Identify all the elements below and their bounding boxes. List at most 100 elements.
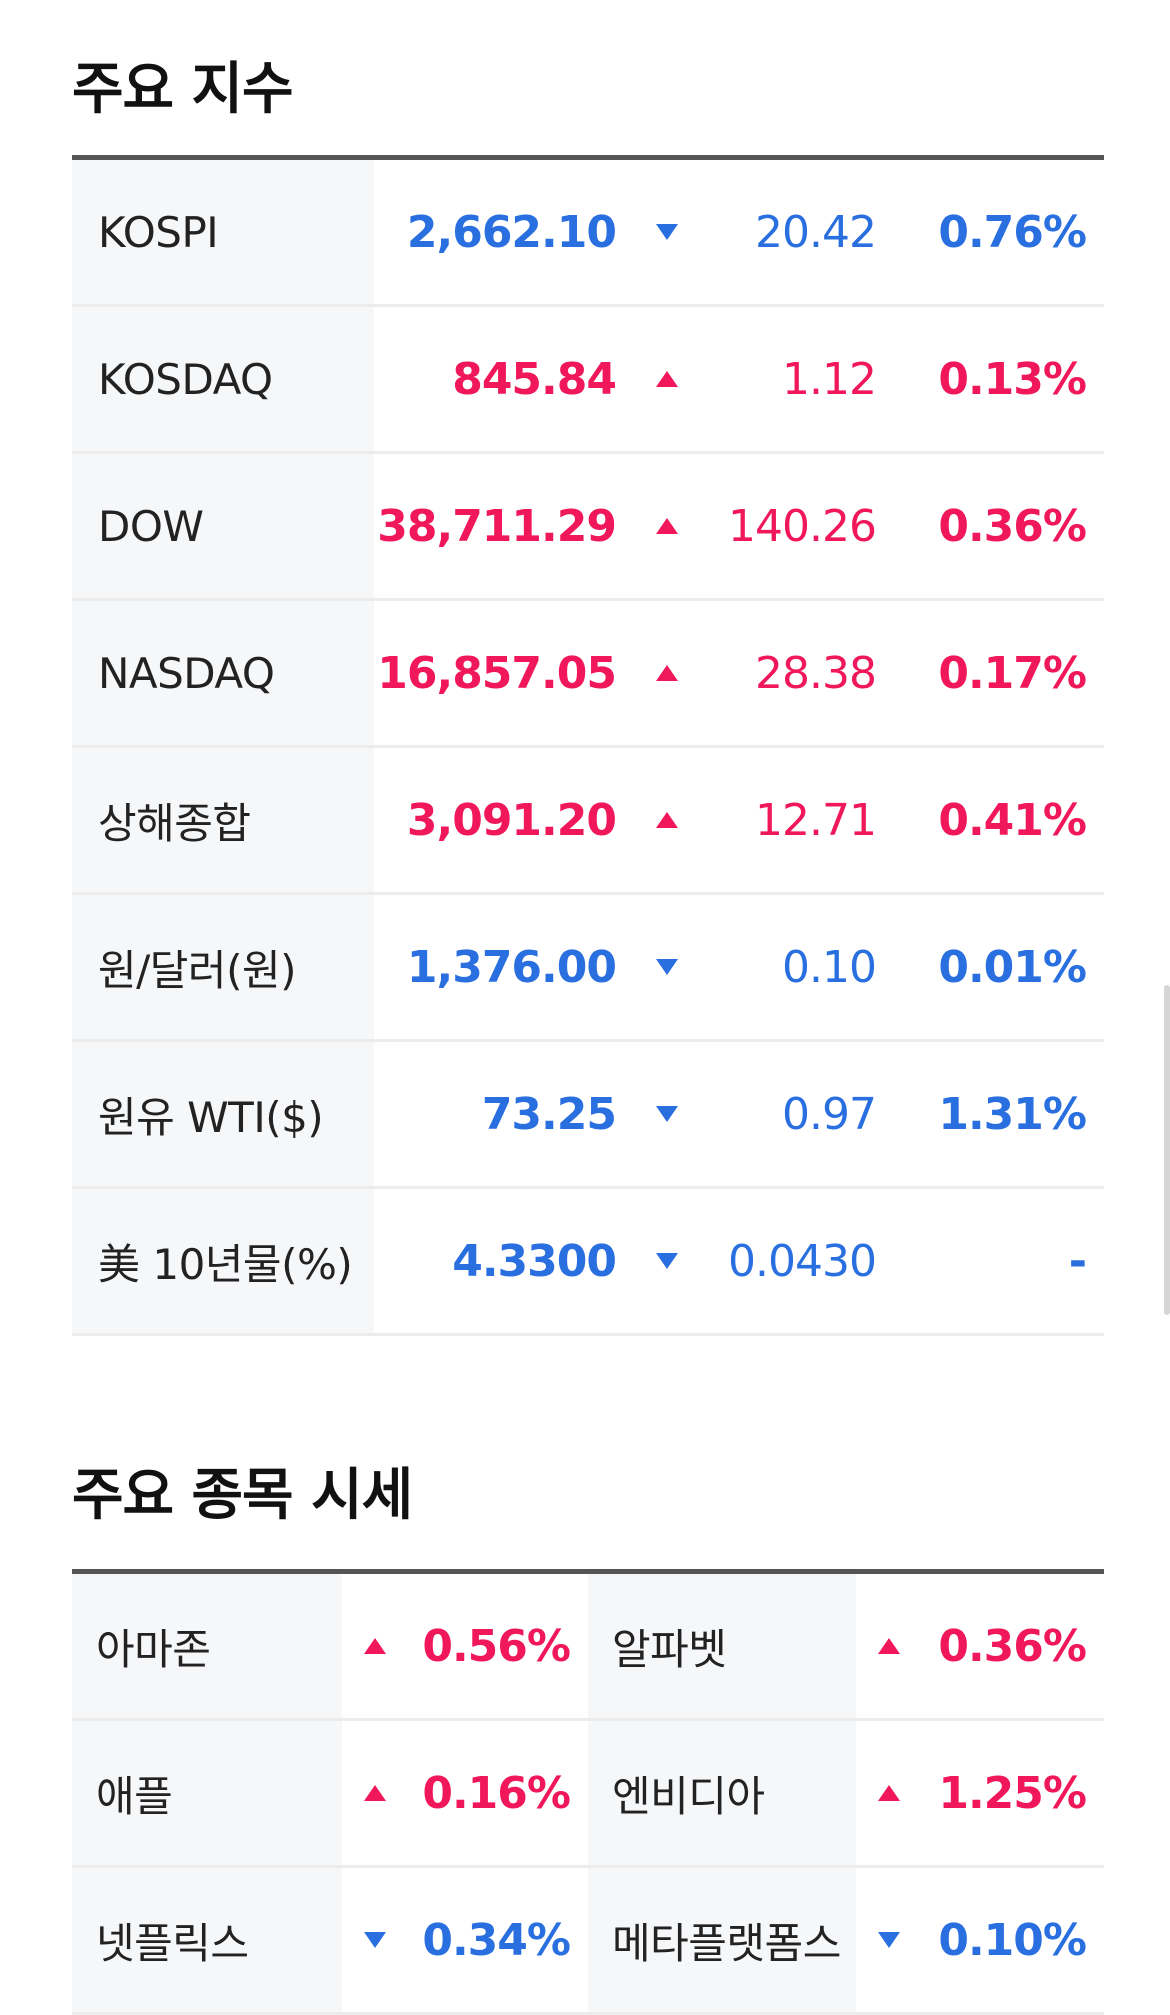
stock-change-percent: 0.56%	[422, 1620, 571, 1672]
index-direction	[656, 454, 678, 598]
index-values: 4.3300 0.0430 -	[374, 1189, 1104, 1333]
stock-values: 0.10%	[856, 1868, 1104, 2012]
stock-values: 0.34%	[342, 1868, 588, 2012]
index-name: KOSPI	[72, 160, 374, 304]
triangle-down-icon	[656, 224, 678, 240]
stock-values: 1.25%	[856, 1721, 1104, 1865]
stock-item[interactable]: 메타플랫폼스 0.10%	[588, 1868, 1104, 2012]
indices-section-title: 주요 지수	[72, 0, 1104, 160]
index-values: 38,711.29 140.26 0.36%	[374, 454, 1104, 598]
index-value: 1,376.00	[406, 941, 617, 993]
triangle-up-icon	[364, 1638, 386, 1654]
index-row[interactable]: DOW 38,711.29 140.26 0.36%	[72, 454, 1104, 601]
index-row[interactable]: 원유 WTI($) 73.25 0.97 1.31%	[72, 1042, 1104, 1189]
triangle-down-icon	[878, 1932, 900, 1948]
index-change: 0.97	[782, 1088, 877, 1140]
stock-direction	[878, 1868, 900, 2012]
index-direction	[656, 1189, 678, 1333]
stock-change-percent: 0.36%	[938, 1620, 1087, 1672]
stock-name: 애플	[72, 1721, 342, 1865]
index-value: 73.25	[481, 1088, 617, 1140]
index-change: 20.42	[755, 206, 877, 258]
stock-direction	[364, 1868, 386, 2012]
index-change: 140.26	[728, 500, 877, 552]
triangle-down-icon	[656, 1253, 678, 1269]
stock-name: 알파벳	[588, 1574, 856, 1718]
index-values: 1,376.00 0.10 0.01%	[374, 895, 1104, 1039]
index-values: 3,091.20 12.71 0.41%	[374, 748, 1104, 892]
index-name: KOSDAQ	[72, 307, 374, 451]
triangle-up-icon	[656, 665, 678, 681]
index-values: 845.84 1.12 0.13%	[374, 307, 1104, 451]
stock-item[interactable]: 알파벳 0.36%	[588, 1574, 1104, 1718]
index-value: 16,857.05	[377, 647, 617, 699]
stock-item[interactable]: 아마존 0.56%	[72, 1574, 588, 1718]
triangle-down-icon	[656, 1106, 678, 1122]
stock-item[interactable]: 엔비디아 1.25%	[588, 1721, 1104, 1865]
index-row[interactable]: KOSPI 2,662.10 20.42 0.76%	[72, 160, 1104, 307]
index-direction	[656, 748, 678, 892]
index-value: 3,091.20	[406, 794, 617, 846]
stock-row: 아마존 0.56% 알파벳 0.36%	[72, 1574, 1104, 1721]
index-name: DOW	[72, 454, 374, 598]
index-name: 美 10년물(%)	[72, 1189, 374, 1333]
triangle-up-icon	[364, 1785, 386, 1801]
index-name: NASDAQ	[72, 601, 374, 745]
stock-values: 0.56%	[342, 1574, 588, 1718]
stock-direction	[878, 1574, 900, 1718]
stock-values: 0.36%	[856, 1574, 1104, 1718]
triangle-up-icon	[878, 1785, 900, 1801]
index-change-percent: 0.13%	[938, 353, 1087, 405]
stock-change-percent: 0.34%	[422, 1914, 571, 1966]
index-values: 2,662.10 20.42 0.76%	[374, 160, 1104, 304]
index-name: 원/달러(원)	[72, 895, 374, 1039]
triangle-down-icon	[364, 1932, 386, 1948]
index-value: 845.84	[452, 353, 617, 405]
index-direction	[656, 601, 678, 745]
index-change-percent: 0.41%	[938, 794, 1087, 846]
index-change: 12.71	[755, 794, 877, 846]
stock-change-percent: 1.25%	[938, 1767, 1087, 1819]
index-change: 0.0430	[728, 1235, 877, 1287]
index-direction	[656, 895, 678, 1039]
stock-direction	[364, 1721, 386, 1865]
index-change-percent: 1.31%	[938, 1088, 1087, 1140]
index-values: 16,857.05 28.38 0.17%	[374, 601, 1104, 745]
index-row[interactable]: NASDAQ 16,857.05 28.38 0.17%	[72, 601, 1104, 748]
triangle-up-icon	[878, 1638, 900, 1654]
market-summary: 주요 지수 KOSPI 2,662.10 20.42 0.76% KOSDAQ 845.8…	[72, 0, 1104, 2015]
triangle-up-icon	[656, 812, 678, 828]
triangle-up-icon	[656, 371, 678, 387]
index-row[interactable]: 美 10년물(%) 4.3300 0.0430 -	[72, 1189, 1104, 1336]
index-values: 73.25 0.97 1.31%	[374, 1042, 1104, 1186]
index-value: 2,662.10	[406, 206, 617, 258]
index-change: 0.10	[782, 941, 877, 993]
index-row[interactable]: 상해종합 3,091.20 12.71 0.41%	[72, 748, 1104, 895]
stock-item[interactable]: 넷플릭스 0.34%	[72, 1868, 588, 2012]
index-direction	[656, 307, 678, 451]
stock-direction	[878, 1721, 900, 1865]
index-change-percent: -	[1068, 1235, 1087, 1287]
stocks-section-title: 주요 종목 시세	[72, 1426, 1104, 1574]
stock-direction	[364, 1574, 386, 1718]
index-change-percent: 0.17%	[938, 647, 1087, 699]
index-name: 원유 WTI($)	[72, 1042, 374, 1186]
stock-name: 넷플릭스	[72, 1868, 342, 2012]
index-row[interactable]: KOSDAQ 845.84 1.12 0.13%	[72, 307, 1104, 454]
stock-change-percent: 0.10%	[938, 1914, 1087, 1966]
index-change: 1.12	[782, 353, 877, 405]
stock-name: 엔비디아	[588, 1721, 856, 1865]
triangle-up-icon	[656, 518, 678, 534]
stock-values: 0.16%	[342, 1721, 588, 1865]
index-table: KOSPI 2,662.10 20.42 0.76% KOSDAQ 845.84 1.12 0…	[72, 160, 1104, 1336]
stock-name: 메타플랫폼스	[588, 1868, 856, 2012]
index-change-percent: 0.36%	[938, 500, 1087, 552]
index-name: 상해종합	[72, 748, 374, 892]
index-change-percent: 0.01%	[938, 941, 1087, 993]
page-scrollbar[interactable]	[1164, 985, 1170, 1315]
stock-item[interactable]: 애플 0.16%	[72, 1721, 588, 1865]
index-row[interactable]: 원/달러(원) 1,376.00 0.10 0.01%	[72, 895, 1104, 1042]
stock-name: 아마존	[72, 1574, 342, 1718]
index-value: 4.3300	[452, 1235, 617, 1287]
stock-row: 애플 0.16% 엔비디아 1.25%	[72, 1721, 1104, 1868]
